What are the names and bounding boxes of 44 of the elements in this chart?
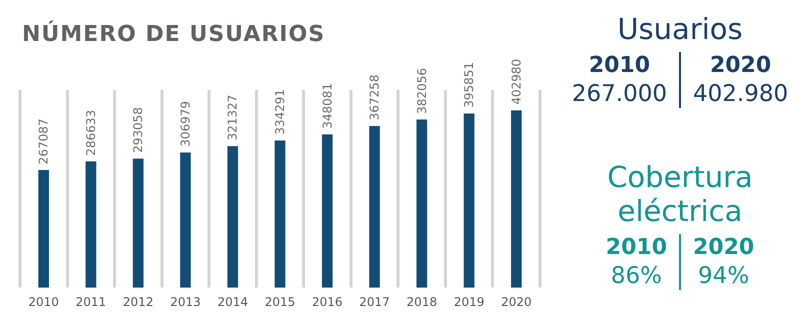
bar: [511, 110, 522, 288]
data-label: 321327: [226, 94, 240, 140]
x-tick-label: 2017: [359, 294, 390, 309]
text: 2020: [708, 52, 772, 80]
data-label: 402980: [509, 58, 524, 105]
data-label: 286633: [84, 110, 98, 156]
bar: [464, 113, 474, 288]
bar: [132, 158, 144, 288]
data-label: 348081: [320, 82, 334, 129]
chart-title: NÚMERO DE USUARIOS: [22, 22, 326, 47]
text: 2010: [606, 234, 667, 262]
text: 267.000: [572, 81, 667, 107]
text: Cobertura eléctrica: [606, 160, 754, 228]
x-tick-label: 2018: [406, 294, 438, 309]
data-label: 367258: [368, 74, 382, 120]
x-tick-label: 2014: [217, 294, 248, 309]
text: 402.980: [693, 81, 788, 107]
x-tick-label: 2020: [501, 294, 532, 309]
x-tick-label: 2016: [312, 294, 343, 309]
text: 2020: [693, 234, 754, 262]
x-tick-label: 2011: [76, 294, 106, 309]
data-label: 395851: [462, 62, 476, 108]
data-label: 306979: [178, 100, 192, 147]
bar: [38, 170, 49, 288]
x-tick-label: 2010: [28, 294, 59, 309]
x-tick-label: 2012: [122, 294, 154, 309]
bar: [180, 152, 191, 288]
bar: [322, 134, 333, 288]
data-label: 382056: [414, 68, 429, 114]
text: 94%: [698, 263, 750, 289]
bar: [369, 126, 380, 288]
bar: [274, 140, 286, 288]
x-tick-label: 2015: [264, 294, 296, 309]
text: Usuarios: [616, 12, 744, 46]
x-tick-label: 2019: [454, 294, 484, 309]
text: 86%: [610, 263, 662, 289]
data-label: 293058: [131, 107, 146, 153]
x-tick-label: 2013: [170, 294, 201, 309]
data-label: 334291: [273, 88, 287, 135]
data-label: 267087: [36, 118, 51, 164]
bar: [86, 161, 96, 288]
bar: [227, 146, 238, 288]
text: 2010: [588, 52, 652, 80]
bar: [416, 120, 428, 288]
